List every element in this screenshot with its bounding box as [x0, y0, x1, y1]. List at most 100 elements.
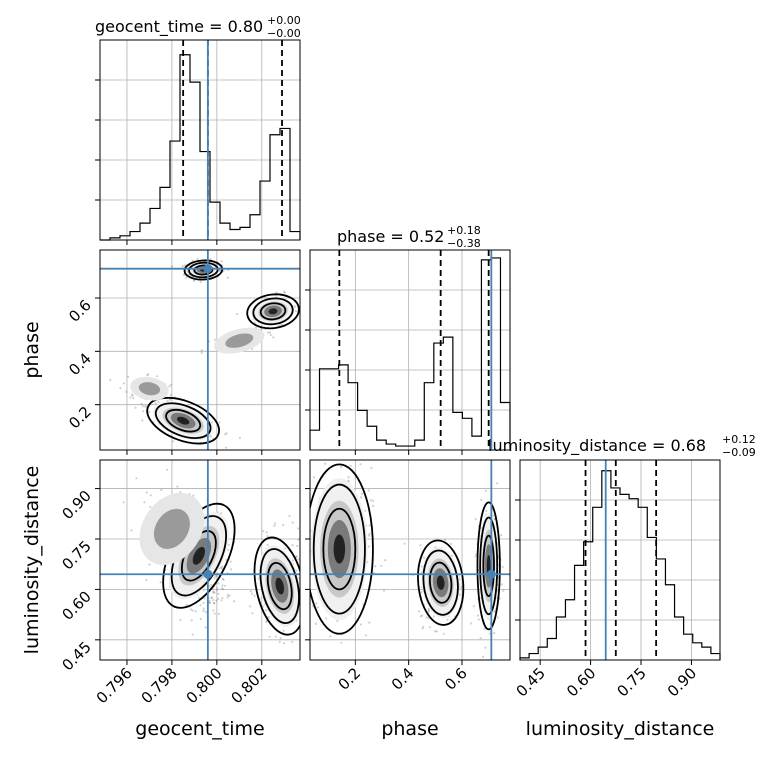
sample-point [145, 491, 148, 494]
axis-frame-phase [309, 249, 511, 451]
sample-point [215, 589, 219, 592]
sample-point [154, 402, 157, 405]
sample-point [279, 637, 282, 640]
sample-point [442, 632, 445, 635]
sample-point [215, 574, 218, 578]
ytick-label-phase-1: 0.4 [65, 349, 95, 379]
sample-point [135, 477, 138, 480]
density-level-geocent_time_vs_phase-3-1 [225, 333, 254, 348]
sample-point [227, 543, 230, 546]
sample-point [170, 383, 173, 386]
sample-point [208, 599, 211, 603]
sample-point [291, 521, 294, 524]
sample-point [282, 642, 286, 645]
sample-point [472, 605, 475, 608]
sample-point [274, 522, 277, 525]
sample-point [166, 399, 169, 402]
sample-point [179, 491, 182, 494]
contour-geocent_time_vs_luminosity_distance-2-0 [266, 562, 293, 611]
sample-point [213, 612, 216, 615]
sample-point [302, 579, 304, 581]
axis-frame-phase_vs_luminosity_distance [309, 459, 511, 661]
sample-point [204, 611, 207, 614]
title-geocent-time-plus: +0.00 [267, 14, 301, 27]
sample-point [340, 641, 343, 644]
sample-point [176, 485, 179, 488]
sample-point [403, 542, 406, 545]
xlabel-luminosity-distance: luminosity_distance [526, 718, 715, 740]
sample-point [212, 590, 215, 593]
sample-point [208, 585, 211, 588]
sample-point [190, 619, 193, 622]
sample-point [194, 610, 197, 613]
sample-point [250, 592, 254, 595]
sample-point [221, 596, 224, 600]
sample-point [221, 577, 224, 581]
sample-point [171, 440, 174, 443]
sample-point [122, 382, 126, 385]
contour-phase_vs_luminosity_distance-0-1 [312, 483, 366, 615]
sample-point [268, 635, 271, 638]
sample-point [368, 524, 371, 527]
sample-point [145, 579, 148, 582]
sample-point [359, 463, 362, 466]
sample-point [479, 637, 482, 640]
sample-point [213, 338, 216, 341]
density-level-phase_vs_luminosity_distance-0-3 [333, 534, 346, 564]
sample-point [156, 375, 159, 378]
sample-point [143, 501, 146, 504]
sample-point [368, 534, 371, 537]
sample-point [297, 538, 300, 541]
sample-point [119, 387, 122, 390]
xtick-label-geocent_time-3: 0.802 [228, 664, 271, 707]
sample-point [359, 496, 363, 499]
sample-point [141, 419, 144, 422]
sample-point [500, 583, 503, 586]
sample-point [268, 331, 272, 334]
sample-point [196, 257, 199, 261]
sample-point [492, 514, 495, 517]
contour-phase_vs_luminosity_distance-0-2 [310, 463, 374, 635]
sample-point [493, 610, 496, 613]
contour-geocent_time_vs_phase-1-0 [259, 302, 287, 321]
sample-point [304, 584, 306, 586]
sample-point [446, 618, 449, 621]
sample-point [374, 565, 377, 568]
xtick-label-geocent_time-1: 0.798 [138, 664, 181, 707]
sample-point [291, 559, 294, 562]
ytick-label-phase-0: 0.2 [65, 403, 95, 433]
density-level-geocent_time_vs_luminosity_distance-1-1 [153, 508, 190, 549]
sample-point [209, 258, 212, 261]
density-level-geocent_time_vs_luminosity_distance-2-3 [275, 577, 285, 595]
sample-point [283, 290, 286, 293]
sample-point [450, 542, 453, 545]
xlabel-geocent-time: geocent_time [135, 718, 264, 740]
sample-point [336, 619, 339, 623]
title-luminosity-distance-main: luminosity_distance = 0.68 [488, 436, 706, 456]
xtick-label-phase-0: 0.2 [335, 664, 365, 694]
contour-phase_vs_luminosity_distance-2-2 [476, 501, 501, 631]
contour-geocent_time_vs_luminosity_distance-2-2 [253, 536, 300, 636]
histogram-luminosity_distance [519, 470, 721, 660]
histogram-phase [309, 257, 511, 450]
sample-point [294, 305, 297, 308]
axis-frame-geocent_time_vs_luminosity_distance [99, 459, 301, 661]
sample-point [266, 535, 269, 538]
contour-geocent_time_vs_luminosity_distance-2-1 [259, 548, 300, 624]
sample-point [349, 464, 352, 467]
sample-point [496, 616, 499, 619]
sample-point [370, 466, 373, 469]
sample-point [200, 351, 203, 355]
density-level-phase_vs_luminosity_distance-1-3 [436, 575, 445, 590]
sample-point [324, 462, 327, 465]
sample-point [209, 435, 212, 438]
contour-phase_vs_luminosity_distance-1-1 [422, 549, 459, 616]
sample-point [200, 349, 203, 352]
sample-point [476, 614, 480, 617]
sample-point [225, 432, 228, 435]
sample-point [199, 604, 202, 607]
sample-point [371, 499, 375, 502]
sample-point [208, 601, 211, 604]
sample-point [140, 402, 143, 405]
sample-point [364, 634, 368, 637]
